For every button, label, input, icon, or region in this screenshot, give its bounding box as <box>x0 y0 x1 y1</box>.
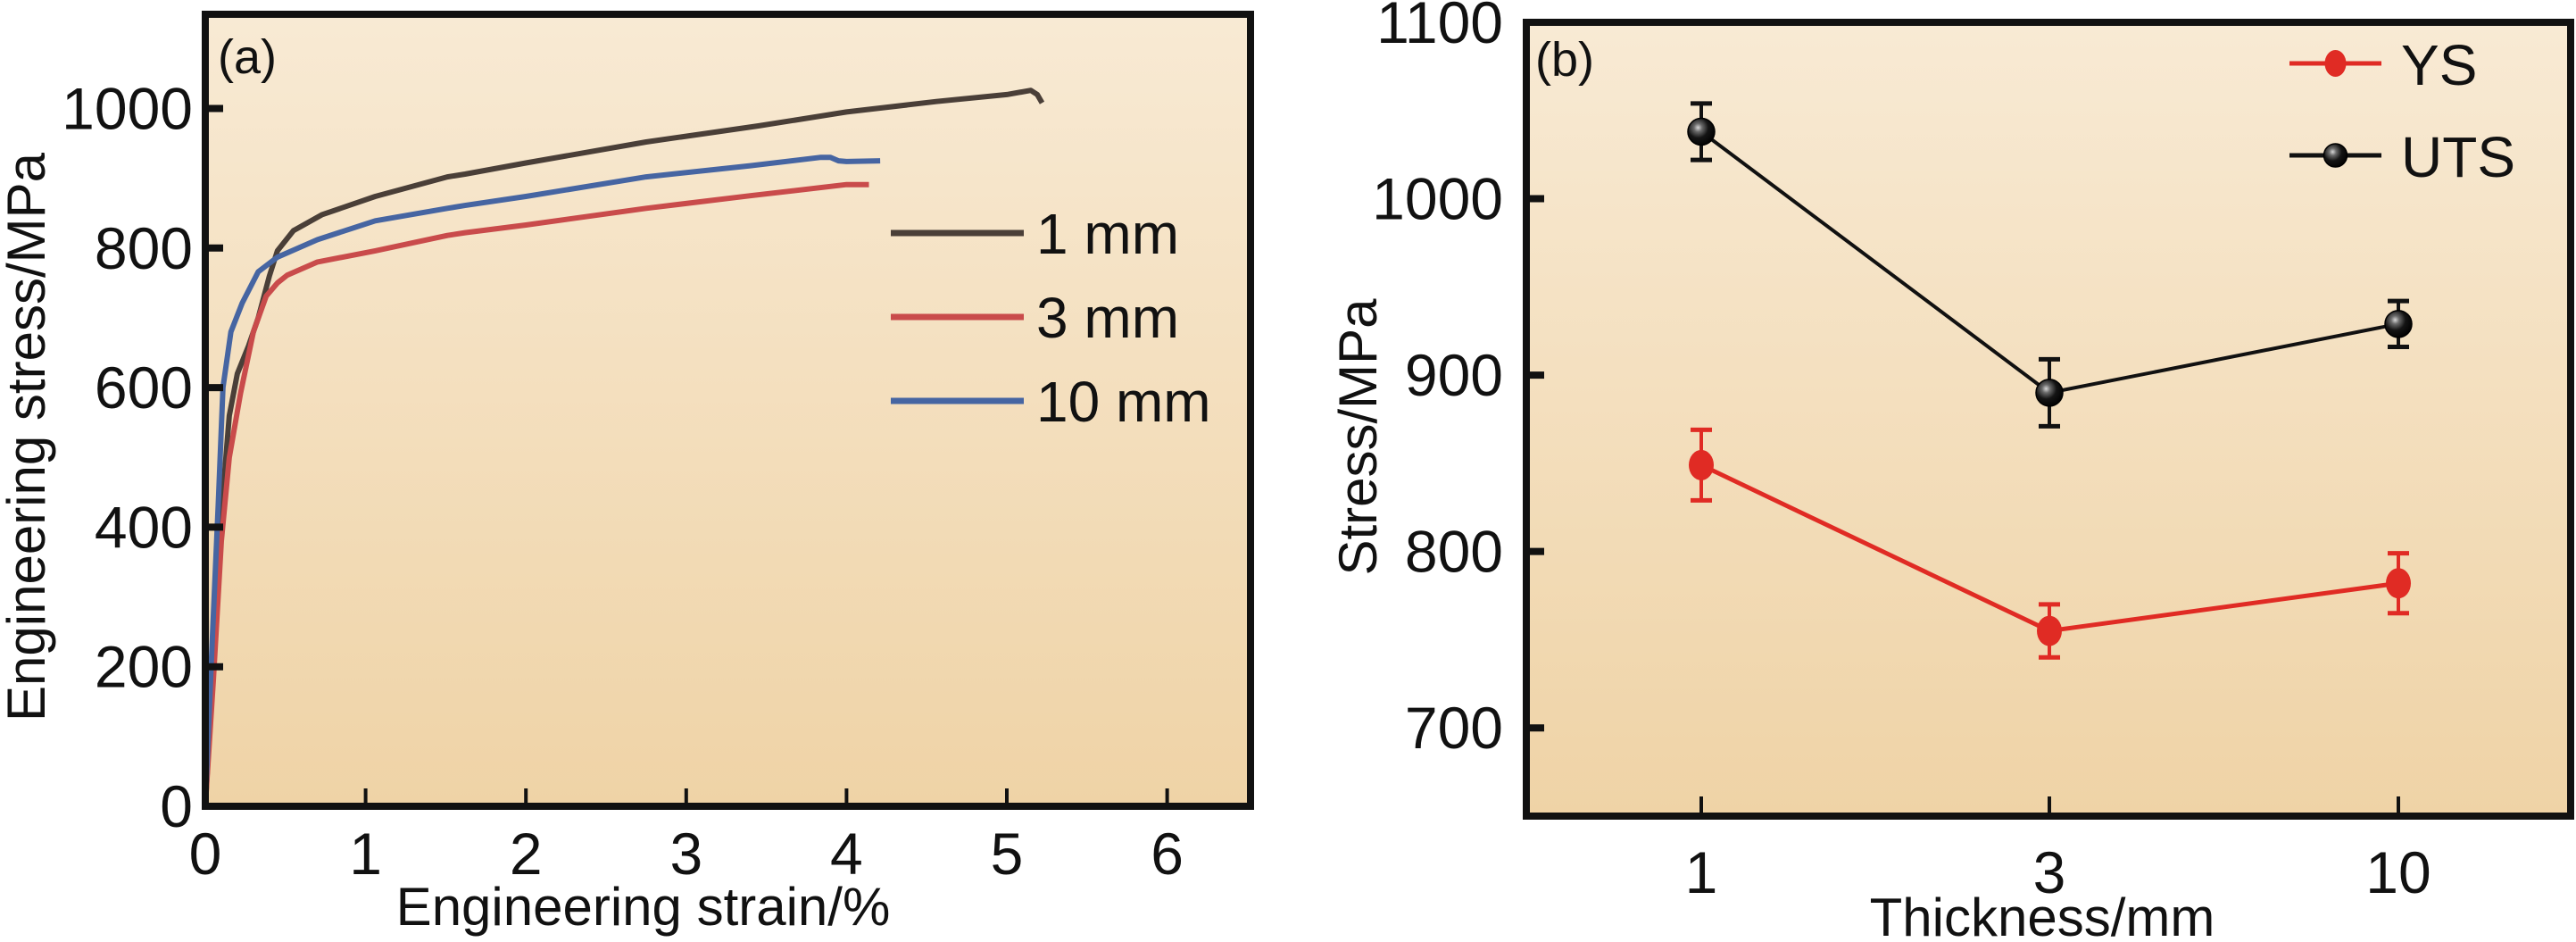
y-tick-label: 700 <box>1405 695 1503 761</box>
data-point-marker <box>2384 310 2413 338</box>
panel-a-legend: 1 mm 3 mm 10 mm <box>891 202 1211 434</box>
panel-b-x-ticks: 1 3 10 <box>1685 796 2431 905</box>
data-point-marker <box>2037 615 2062 646</box>
y-tick-label: 800 <box>95 215 193 281</box>
x-tick-label: 3 <box>669 821 702 887</box>
y-tick-label: 900 <box>1405 342 1503 408</box>
curve-10mm <box>203 154 881 807</box>
curve-1mm <box>203 88 1045 807</box>
legend-item-1mm: 1 mm <box>891 202 1179 266</box>
x-tick-label: 4 <box>830 821 863 887</box>
y-tick-label: 600 <box>95 354 193 421</box>
legend-label: 10 mm <box>1036 370 1211 434</box>
legend-item-3mm: 3 mm <box>891 286 1179 350</box>
y-tick-label: 1000 <box>1372 166 1503 232</box>
x-tick-label: 5 <box>991 821 1024 887</box>
y-tick-label: 1100 <box>1376 0 1503 55</box>
x-tick-label: 3 <box>2033 839 2066 905</box>
legend-item-UTS: UTS <box>2289 125 2515 189</box>
legend-label: YS <box>2401 33 2477 97</box>
curve-3mm <box>203 181 869 807</box>
panel-b-legend: YS UTS <box>2289 33 2515 189</box>
legend-item-10mm: 10 mm <box>891 370 1211 434</box>
panel-a-stress-strain: 0 1 2 3 4 5 6 0 200 400 600 800 1000 (a) Engineerin… <box>0 11 1254 937</box>
panel-a-curves <box>203 88 1045 807</box>
panel-a-x-axis-title: Engineering strain/% <box>396 877 891 937</box>
legend-label: UTS <box>2401 125 2515 189</box>
panel-a-label: (a) <box>218 30 277 84</box>
data-point-marker <box>1689 449 1714 480</box>
data-point-marker <box>2035 379 2064 407</box>
panel-a-plot-area <box>205 14 1251 806</box>
x-tick-label: 1 <box>1685 839 1718 905</box>
panel-b-x-axis-title: Thickness/mm <box>1870 888 2215 942</box>
data-point-marker <box>1687 117 1716 146</box>
data-point-marker <box>2324 50 2347 77</box>
legend-label: 1 mm <box>1036 202 1179 266</box>
series-YS <box>1689 427 2411 660</box>
panel-b-frame <box>1523 19 2574 820</box>
data-point-marker <box>2386 568 2411 599</box>
legend-label: 3 mm <box>1036 286 1179 350</box>
panel-a-y-axis-title: Engineering stress/MPa <box>0 152 56 721</box>
panel-b-series <box>1687 101 2413 660</box>
x-tick-label: 0 <box>189 821 222 887</box>
y-tick-label: 0 <box>160 773 193 839</box>
y-tick-label: 200 <box>95 634 193 700</box>
x-tick-label: 1 <box>349 821 382 887</box>
data-point-marker <box>2323 143 2348 168</box>
panel-b-y-axis-title: Stress/MPa <box>1328 298 1388 576</box>
x-tick-label: 2 <box>510 821 543 887</box>
panel-b-y-ticks: 700 800 900 1000 1100 <box>1372 0 1544 761</box>
series-UTS <box>1687 101 2413 429</box>
panel-b-label: (b) <box>1535 33 1594 87</box>
panel-a-y-ticks: 0 200 400 600 800 1000 <box>62 76 223 839</box>
y-tick-label: 800 <box>1405 519 1503 585</box>
panel-a-x-ticks: 0 1 2 3 4 5 6 <box>189 788 1184 887</box>
y-tick-label: 400 <box>95 494 193 560</box>
x-tick-label: 6 <box>1151 821 1184 887</box>
x-tick-label: 10 <box>2365 839 2431 905</box>
legend-item-YS: YS <box>2289 33 2477 97</box>
y-tick-label: 1000 <box>62 76 193 142</box>
panel-a-frame <box>202 11 1254 810</box>
